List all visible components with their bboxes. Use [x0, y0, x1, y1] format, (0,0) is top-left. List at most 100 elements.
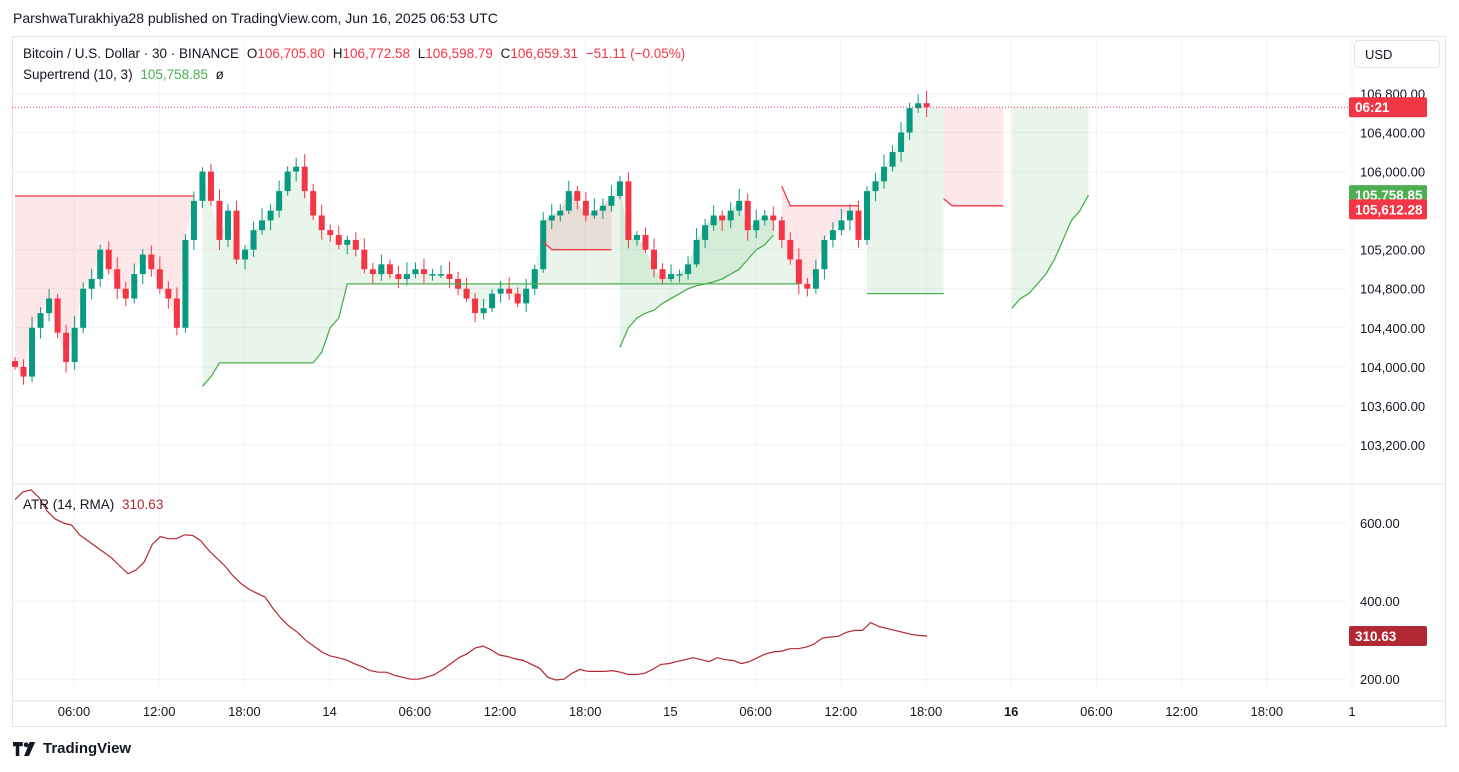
candle	[736, 188, 743, 217]
candle	[795, 248, 802, 295]
candle	[259, 208, 266, 235]
candle	[20, 359, 27, 385]
candle	[685, 256, 692, 280]
time-tick-label: 14	[322, 704, 336, 719]
supertrend-value: 105,758.85	[140, 67, 208, 82]
candle	[310, 183, 317, 220]
candle	[915, 94, 922, 113]
candle	[599, 198, 606, 220]
candle	[344, 235, 351, 255]
candle	[608, 185, 615, 212]
time-tick-label: 06:00	[399, 704, 432, 719]
candle	[838, 208, 845, 236]
candle	[29, 316, 36, 383]
currency-button[interactable]: USD	[1354, 40, 1440, 68]
candle	[855, 200, 862, 248]
supertrend-lines	[12, 106, 1348, 387]
candle	[591, 198, 598, 219]
time-tick-label: 06:00	[1080, 704, 1113, 719]
candle	[744, 193, 751, 241]
price-tick-label: 104,000.00	[1360, 360, 1425, 375]
candle	[710, 205, 717, 231]
supertrend-line-4	[781, 185, 859, 207]
ohlc-close: C106,659.31	[500, 46, 578, 61]
svg-text:105,612.28: 105,612.28	[1355, 202, 1423, 217]
supertrend-fill-6	[943, 107, 1004, 206]
ohlc-high: H106,772.58	[332, 46, 411, 61]
candle	[318, 204, 325, 240]
time-tick-label: 06:00	[58, 704, 91, 719]
time-tick-label: 18:00	[1251, 704, 1284, 719]
price-tick-label: 106,000.00	[1360, 165, 1425, 180]
price-tick-label: 104,800.00	[1360, 282, 1425, 297]
candle	[412, 262, 419, 279]
time-tick-label: 12:00	[143, 704, 176, 719]
candle	[651, 238, 657, 278]
candle	[165, 281, 172, 309]
grid-lines	[12, 36, 1446, 702]
symbol-title[interactable]: Bitcoin / U.S. Dollar · 30 · BINANCE	[23, 46, 240, 61]
candle	[923, 90, 930, 118]
candle	[190, 191, 197, 250]
ohlc-change: −51.11 (−0.05%)	[585, 46, 686, 61]
candle	[395, 265, 402, 289]
time-axis: 06:00 12:00 18:00 14 06:00 12:00 18:00 15 06:00 1…	[58, 704, 1356, 719]
candle	[156, 256, 163, 294]
candle	[872, 172, 879, 202]
supertrend-fill	[15, 103, 1089, 387]
candle	[438, 265, 444, 278]
candle	[207, 163, 214, 206]
candle	[122, 281, 129, 307]
candle	[548, 203, 555, 230]
tradingview-logo[interactable]: TradingView	[13, 740, 131, 757]
supertrend-label[interactable]: Supertrend (10, 3)	[23, 67, 133, 82]
time-tick-label: 18:00	[910, 704, 943, 719]
time-tick-label: 12:00	[1165, 704, 1198, 719]
chart-canvas[interactable]: 106,800.00106,400.00106,000.00105,200.00…	[12, 36, 1446, 727]
countdown-badge: 06:21	[1349, 97, 1427, 118]
candle	[199, 167, 206, 209]
supertrend-fill-5	[867, 103, 944, 294]
candle	[361, 238, 368, 274]
candle	[506, 277, 513, 300]
candle	[293, 157, 300, 182]
price-tick-label: 106,400.00	[1360, 126, 1425, 141]
candle	[472, 292, 479, 323]
supertrend-line-3	[619, 234, 774, 348]
candle	[906, 102, 913, 140]
time-tick-label: 18:00	[569, 704, 602, 719]
brand-name: TradingView	[43, 740, 132, 757]
candle	[335, 225, 342, 250]
atr-label[interactable]: ATR (14, RMA)	[23, 497, 115, 512]
candle	[557, 203, 564, 222]
candle	[727, 202, 734, 229]
supertrend-fill-0	[15, 196, 194, 377]
candle	[864, 186, 870, 245]
svg-text:105,758.85: 105,758.85	[1355, 188, 1423, 203]
candle	[139, 249, 146, 285]
chart-frame	[12, 36, 1446, 727]
supertrend-line-6	[943, 198, 1004, 207]
candle	[233, 200, 240, 265]
candle	[12, 357, 18, 370]
candle	[514, 287, 521, 307]
svg-text:06:21: 06:21	[1355, 100, 1390, 115]
time-tick-label: 1	[1348, 704, 1355, 719]
time-tick-label: 16	[1004, 704, 1018, 719]
atr-tick-label: 400.00	[1360, 594, 1400, 609]
visibility-icon[interactable]: ø	[215, 67, 224, 82]
atr-value-badge: 310.63	[1349, 626, 1427, 647]
time-tick-label: 12:00	[825, 704, 858, 719]
candle	[676, 269, 683, 283]
candle	[574, 186, 581, 210]
ohlc-low: L106,598.79	[417, 46, 493, 61]
price-badge: 105,612.28	[1349, 199, 1427, 220]
candle	[284, 166, 291, 196]
candle	[182, 234, 189, 333]
candle	[276, 180, 283, 218]
atr-line	[14, 489, 928, 681]
ohlc-open: O106,705.80	[246, 46, 325, 61]
candle	[846, 204, 853, 231]
candle	[616, 175, 623, 200]
supertrend-line-2	[542, 241, 612, 251]
